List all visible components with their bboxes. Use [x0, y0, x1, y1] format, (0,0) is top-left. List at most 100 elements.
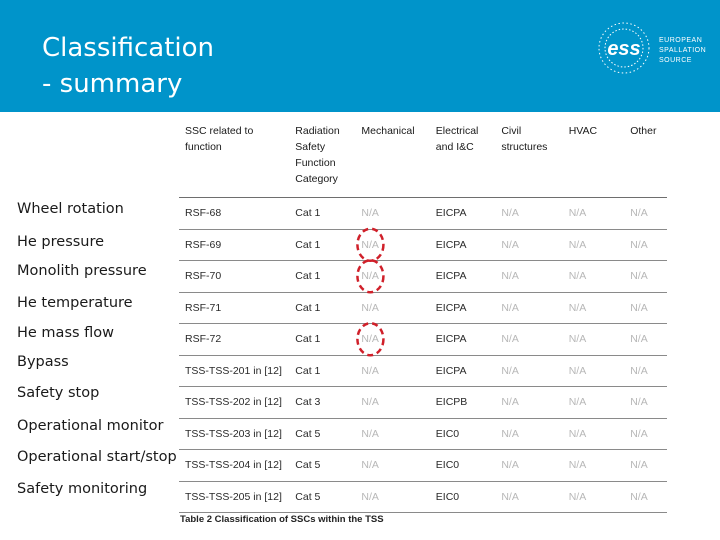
table-cell: N/A	[495, 481, 563, 513]
row-label: Operational monitor	[17, 418, 164, 434]
column-header: Radiation Safety Function Category	[289, 119, 356, 198]
table-cell: N/A	[624, 481, 667, 513]
row-label: He pressure	[17, 234, 105, 250]
table-row: RSF-72 Cat 1 N/A EICPA N/A N/A N/A	[179, 323, 667, 356]
column-header: Other	[624, 119, 667, 198]
table-cell: Cat 1	[289, 355, 356, 387]
table-cell: N/A	[562, 355, 625, 387]
column-header: Mechanical	[355, 119, 430, 198]
table-row: RSF-70 Cat 1 N/A EICPA N/A N/A N/A	[179, 260, 667, 293]
table-cell: N/A	[355, 260, 430, 293]
logo-line-1: EUROPEAN	[659, 37, 703, 44]
table-cell: RSF-72	[179, 323, 290, 356]
table-row: TSS-TSS-205 in [12] Cat 5 N/A EIC0 N/A N/A N/A	[179, 481, 667, 513]
table-cell: N/A	[355, 481, 430, 513]
table-cell: Cat 5	[289, 481, 356, 513]
table-row: RSF-69 Cat 1 N/A EICPA N/A N/A N/A	[179, 229, 667, 261]
table-cell: TSS-TSS-205 in [12]	[179, 481, 290, 513]
table-cell: EICPA	[429, 323, 496, 356]
table-cell: RSF-70	[179, 260, 290, 293]
table-cell: N/A	[495, 355, 563, 387]
row-label: He temperature	[17, 295, 133, 311]
row-label: Operational start/stop	[17, 449, 177, 465]
table-cell: N/A	[355, 229, 430, 261]
row-label: He mass flow	[17, 325, 115, 341]
table-cell: EICPA	[429, 229, 496, 261]
table-cell: Cat 1	[289, 229, 356, 261]
table-cell: TSS-TSS-202 in [12]	[179, 386, 290, 419]
classification-table: SSC related to function Radiation Safety …	[179, 119, 667, 513]
column-header: Civil structures	[495, 119, 563, 198]
table-cell: Cat 1	[289, 292, 356, 324]
table-cell: N/A	[495, 292, 563, 324]
table-cell: EICPA	[429, 355, 496, 387]
table-cell: N/A	[624, 386, 667, 419]
table-cell: N/A	[495, 449, 563, 482]
title-banner: Classification - summary ess EUROPEAN SP…	[0, 0, 720, 112]
table-cell: Cat 1	[289, 197, 356, 230]
table-cell: N/A	[562, 197, 625, 230]
ess-logo-wordmark: EUROPEAN SPALLATION SOURCE	[659, 36, 706, 66]
table-cell: RSF-71	[179, 292, 290, 324]
slide-title-line-1: Classification	[42, 33, 215, 63]
ess-logo-mark-text: ess	[607, 38, 640, 60]
table-cell: Cat 3	[289, 386, 356, 419]
table-cell: N/A	[355, 323, 430, 356]
table-header-row: SSC related to function Radiation Safety …	[179, 119, 667, 198]
table-cell: N/A	[495, 323, 563, 356]
table-cell: N/A	[495, 418, 563, 450]
row-label: Safety monitoring	[17, 481, 148, 497]
table-row: TSS-TSS-202 in [12] Cat 3 N/A EICPB N/A N/A N/…	[179, 386, 667, 419]
table-cell: RSF-69	[179, 229, 290, 261]
table-cell: N/A	[562, 292, 625, 324]
table-cell: EICPA	[429, 197, 496, 230]
table-cell: N/A	[624, 418, 667, 450]
column-header: SSC related to function	[179, 119, 290, 198]
table-cell: N/A	[562, 260, 625, 293]
table-cell: N/A	[624, 449, 667, 482]
table-cell: N/A	[355, 355, 430, 387]
table-cell: N/A	[355, 418, 430, 450]
table-cell: N/A	[562, 418, 625, 450]
table-cell: TSS-TSS-204 in [12]	[179, 449, 290, 482]
table-row: RSF-71 Cat 1 N/A EICPA N/A N/A N/A	[179, 292, 667, 324]
table-cell: N/A	[495, 229, 563, 261]
table-cell: N/A	[624, 229, 667, 261]
column-header: HVAC	[562, 119, 625, 198]
table-cell: N/A	[495, 386, 563, 419]
table-caption: Table 2 Classification of SSCs within th…	[180, 514, 384, 525]
table-cell: N/A	[495, 197, 563, 230]
table-cell: N/A	[562, 449, 625, 482]
table-cell: Cat 1	[289, 323, 356, 356]
table-row: TSS-TSS-203 in [12] Cat 5 N/A EIC0 N/A N/A N/A	[179, 418, 667, 450]
table-cell: Cat 5	[289, 449, 356, 482]
table-cell: N/A	[624, 323, 667, 356]
table-cell: N/A	[562, 481, 625, 513]
table-cell: N/A	[562, 323, 625, 356]
table-cell: N/A	[495, 260, 563, 293]
table-cell: EIC0	[429, 418, 496, 450]
table-cell: Cat 5	[289, 418, 356, 450]
table-cell: N/A	[355, 386, 430, 419]
table-row: TSS-TSS-204 in [12] Cat 5 N/A EIC0 N/A N/A N/A	[179, 449, 667, 482]
table-cell: N/A	[355, 197, 430, 230]
table-cell: N/A	[624, 292, 667, 324]
table-cell: EICPB	[429, 386, 496, 419]
table-cell: N/A	[355, 449, 430, 482]
row-label: Wheel rotation	[17, 201, 124, 217]
row-label: Bypass	[17, 354, 69, 370]
logo-line-2: SPALLATION	[659, 47, 707, 54]
logo-line-3: SOURCE	[659, 57, 692, 64]
table-cell: N/A	[624, 260, 667, 293]
ess-logo: ess EUROPEAN SPALLATION SOURCE	[592, 20, 712, 76]
ess-logo-mark-icon: ess	[598, 22, 650, 74]
row-label: Monolith pressure	[17, 263, 147, 279]
table-cell: RSF-68	[179, 197, 290, 230]
table-cell: TSS-TSS-203 in [12]	[179, 418, 290, 450]
slide-title: Classification - summary	[42, 30, 214, 102]
table-cell: EIC0	[429, 481, 496, 513]
column-header: Electrical and I&C	[429, 119, 496, 198]
table-cell: Cat 1	[289, 260, 356, 293]
table-cell: N/A	[624, 355, 667, 387]
